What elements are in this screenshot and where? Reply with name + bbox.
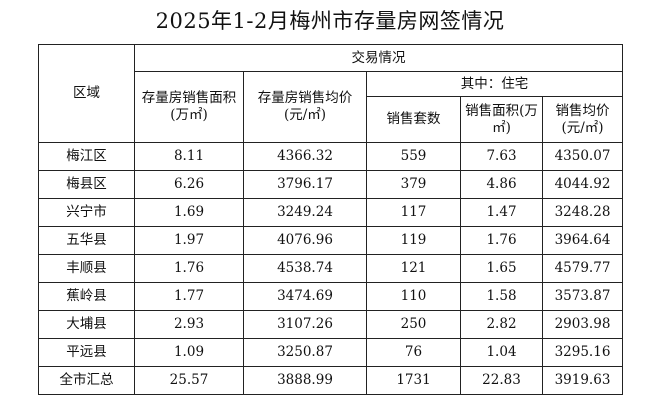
cell-area: 1.97: [134, 226, 244, 255]
cell-region: 五华县: [38, 226, 135, 255]
cell-res-area: 4.86: [460, 170, 543, 199]
cell-region: 梅县区: [38, 170, 135, 199]
cell-area: 1.69: [134, 198, 244, 227]
table-row: 丰顺县 1.76 4538.74 121 1.65 4579.77: [38, 254, 623, 283]
cell-region: 兴宁市: [38, 198, 135, 227]
cell-units: 250: [366, 310, 461, 339]
header-res-area: 销售面积(万㎡): [460, 96, 543, 143]
transaction-table: 区域 交易情况 存量房销售面积(万㎡) 存量房销售均价(元/㎡) 其中：住宅 销…: [38, 44, 623, 395]
header-of-which-residential: 其中：住宅: [366, 71, 623, 97]
cell-area: 8.11: [134, 142, 244, 171]
cell-region: 大埔县: [38, 310, 135, 339]
cell-avg-price: 3249.24: [243, 198, 367, 227]
header-trading: 交易情况: [134, 44, 623, 72]
cell-units: 76: [366, 338, 461, 367]
cell-region: 蕉岭县: [38, 282, 135, 311]
cell-units: 119: [366, 226, 461, 255]
cell-res-avg-price: 2903.98: [542, 310, 623, 339]
cell-res-area: 1.47: [460, 198, 543, 227]
cell-res-avg-price: 3919.63: [542, 366, 623, 395]
cell-res-area: 1.58: [460, 282, 543, 311]
cell-res-area: 1.04: [460, 338, 543, 367]
cell-res-area: 1.65: [460, 254, 543, 283]
cell-region: 丰顺县: [38, 254, 135, 283]
cell-area: 1.09: [134, 338, 244, 367]
cell-res-avg-price: 4579.77: [542, 254, 623, 283]
cell-units: 117: [366, 198, 461, 227]
cell-avg-price: 3107.26: [243, 310, 367, 339]
header-units: 销售套数: [366, 96, 461, 143]
cell-region: 平远县: [38, 338, 135, 367]
header-avg-price: 存量房销售均价(元/㎡): [243, 71, 367, 143]
table-row: 五华县 1.97 4076.96 119 1.76 3964.64: [38, 226, 623, 255]
cell-res-avg-price: 3573.87: [542, 282, 623, 311]
cell-area: 1.76: [134, 254, 244, 283]
table-row: 蕉岭县 1.77 3474.69 110 1.58 3573.87: [38, 282, 623, 311]
cell-units: 379: [366, 170, 461, 199]
table-row: 兴宁市 1.69 3249.24 117 1.47 3248.28: [38, 198, 623, 227]
cell-region: 全市汇总: [38, 366, 135, 395]
cell-avg-price: 4538.74: [243, 254, 367, 283]
cell-avg-price: 3474.69: [243, 282, 367, 311]
cell-region: 梅江区: [38, 142, 135, 171]
cell-avg-price: 3888.99: [243, 366, 367, 395]
cell-avg-price: 3796.17: [243, 170, 367, 199]
cell-area: 1.77: [134, 282, 244, 311]
cell-avg-price: 4076.96: [243, 226, 367, 255]
cell-res-avg-price: 4350.07: [542, 142, 623, 171]
header-area: 存量房销售面积(万㎡): [134, 71, 244, 143]
cell-res-avg-price: 3295.16: [542, 338, 623, 367]
cell-avg-price: 3250.87: [243, 338, 367, 367]
table-row: 梅县区 6.26 3796.17 379 4.86 4044.92: [38, 170, 623, 199]
cell-res-area: 1.76: [460, 226, 543, 255]
cell-units: 110: [366, 282, 461, 311]
cell-res-area: 2.82: [460, 310, 543, 339]
table-row: 梅江区 8.11 4366.32 559 7.63 4350.07: [38, 142, 623, 171]
table-row-total: 全市汇总 25.57 3888.99 1731 22.83 3919.63: [38, 366, 623, 395]
cell-units: 559: [366, 142, 461, 171]
cell-avg-price: 4366.32: [243, 142, 367, 171]
cell-res-area: 22.83: [460, 366, 543, 395]
cell-area: 25.57: [134, 366, 244, 395]
cell-res-area: 7.63: [460, 142, 543, 171]
cell-area: 2.93: [134, 310, 244, 339]
header-region: 区域: [38, 44, 135, 143]
page-title: 2025年1-2月梅州市存量房网签情况: [155, 9, 505, 33]
cell-units: 1731: [366, 366, 461, 395]
cell-res-avg-price: 3964.64: [542, 226, 623, 255]
header-res-avg-price: 销售均价(元/㎡): [542, 96, 623, 143]
cell-area: 6.26: [134, 170, 244, 199]
cell-res-avg-price: 3248.28: [542, 198, 623, 227]
table-row: 大埔县 2.93 3107.26 250 2.82 2903.98: [38, 310, 623, 339]
cell-units: 121: [366, 254, 461, 283]
table-row: 平远县 1.09 3250.87 76 1.04 3295.16: [38, 338, 623, 367]
cell-res-avg-price: 4044.92: [542, 170, 623, 199]
